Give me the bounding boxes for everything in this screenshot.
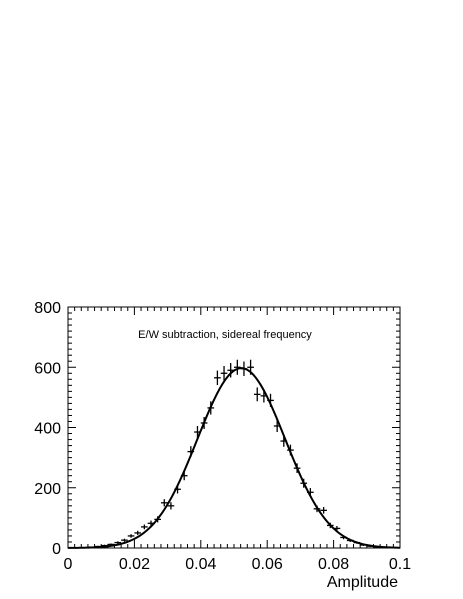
data-points <box>81 359 387 549</box>
y-tick-label: 0 <box>52 541 61 558</box>
x-tick-label: 0 <box>64 556 73 573</box>
data-point <box>253 387 261 402</box>
data-point <box>220 366 228 381</box>
data-point <box>320 507 327 514</box>
y-tick-label: 400 <box>34 421 61 438</box>
y-tick-label: 200 <box>34 481 61 498</box>
x-tick-label: 0.06 <box>252 556 283 573</box>
data-point <box>141 524 148 530</box>
chart-annotation: E/W subtraction, sidereal frequency <box>138 329 312 341</box>
y-tick-label: 800 <box>34 300 61 317</box>
fit-curve <box>67 367 401 549</box>
data-point <box>214 370 221 386</box>
x-axis-title: Amplitude <box>327 574 398 591</box>
data-point <box>160 499 168 507</box>
x-tick-labels: 0 0.02 0.04 0.06 0.08 0.1 <box>64 556 412 573</box>
data-point <box>167 502 175 510</box>
y-tick-label: 600 <box>34 360 61 377</box>
data-point <box>134 530 142 536</box>
axis-ticks <box>67 306 401 549</box>
x-tick-label: 0.04 <box>185 556 216 573</box>
y-tick-labels: 0 200 400 600 800 <box>34 300 61 558</box>
plot-frame <box>67 306 401 549</box>
data-point <box>114 541 122 544</box>
x-tick-label: 0.08 <box>318 556 349 573</box>
data-point <box>127 534 135 538</box>
data-point <box>121 538 128 542</box>
x-tick-label: 0.1 <box>389 556 411 573</box>
x-tick-label: 0.02 <box>119 556 150 573</box>
data-point <box>234 359 241 375</box>
